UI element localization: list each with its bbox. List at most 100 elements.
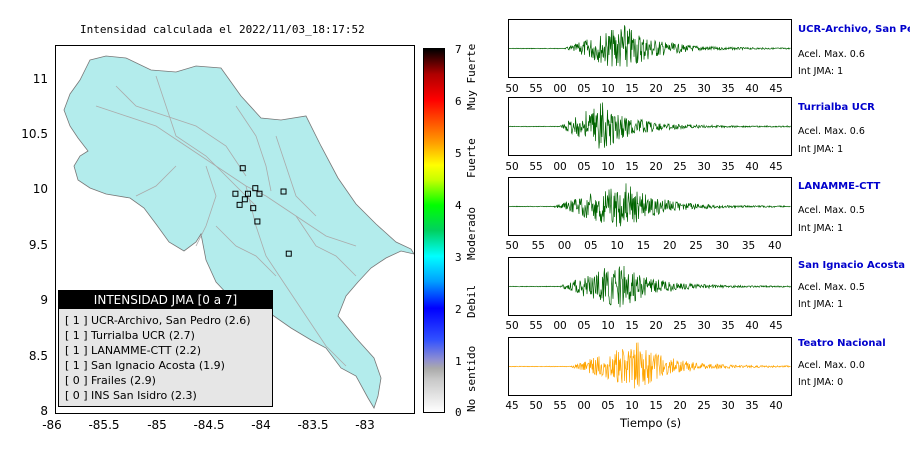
- station-acceleration: Acel. Max. 0.5: [798, 205, 865, 216]
- station-marker: [232, 190, 239, 197]
- time-tick: 55: [553, 400, 567, 412]
- time-tick: 45: [769, 320, 783, 332]
- colorbar-tick: 4: [455, 199, 462, 212]
- time-tick: 00: [557, 240, 572, 252]
- time-tick: 20: [649, 320, 663, 332]
- x-tick: -85.5: [88, 418, 120, 432]
- station-name: San Ignacio Acosta: [798, 260, 906, 271]
- time-tick: 50: [505, 161, 519, 173]
- legend-item: [ 0 ] INS San Isidro (2.3): [65, 388, 272, 403]
- station-acceleration: Acel. Max. 0.6: [798, 126, 865, 137]
- colorbar-tick: 7: [455, 43, 462, 56]
- legend-item: [ 0 ] Frailes (2.9): [65, 373, 272, 388]
- time-tick: 20: [673, 400, 687, 412]
- station-marker: [252, 185, 259, 192]
- intensity-colorbar: [423, 48, 445, 413]
- time-tick: 30: [697, 320, 711, 332]
- station-name: UCR-Archivo, San Pedro: [798, 24, 910, 35]
- station-name: LANAMME-CTT: [798, 181, 881, 192]
- station-intensity: Int JMA: 1: [798, 299, 844, 310]
- time-tick: 25: [673, 161, 687, 173]
- trace-time-ticks: 45 50 55 00 05 10 15 20 25 30 35 40: [505, 400, 795, 414]
- time-tick: 35: [721, 161, 735, 173]
- y-tick: 9.5: [28, 238, 48, 252]
- time-tick: 10: [601, 83, 615, 95]
- time-tick: 05: [577, 83, 591, 95]
- station-intensity: Int JMA: 1: [798, 144, 844, 155]
- y-tick: 9: [40, 293, 48, 307]
- legend-label: INS San Isidro (2.3): [91, 389, 197, 402]
- seismogram-trace: [508, 177, 792, 236]
- station-intensity: Int JMA: 1: [798, 66, 844, 77]
- time-tick: 15: [649, 400, 663, 412]
- time-tick: 15: [636, 240, 651, 252]
- legend-label: Turrialba UCR (2.7): [91, 329, 195, 342]
- time-tick: 30: [697, 83, 711, 95]
- time-tick: 45: [769, 83, 783, 95]
- intensity-legend: INTENSIDAD JMA [0 a 7] [ 1 ] UCR-Archivo,…: [58, 290, 273, 407]
- time-tick: 25: [673, 320, 687, 332]
- colorbar-tick: 2: [455, 303, 462, 316]
- legend-list: [ 1 ] UCR-Archivo, San Pedro (2.6) [ 1 ] T…: [59, 313, 272, 403]
- time-tick: 20: [649, 83, 663, 95]
- legend-item: [ 1 ] Turrialba UCR (2.7): [65, 328, 272, 343]
- station-marker: [256, 190, 263, 197]
- y-tick: 8: [40, 404, 48, 418]
- costa-rica-land: [63, 55, 414, 409]
- time-tick: 50: [505, 240, 519, 252]
- time-tick: 00: [553, 320, 567, 332]
- station-marker: [239, 165, 246, 172]
- colorbar-tick: 6: [455, 95, 462, 108]
- station-marker: [285, 250, 292, 257]
- time-tick: 05: [577, 161, 591, 173]
- seismogram-trace: [508, 97, 792, 156]
- station-marker: [236, 201, 243, 208]
- time-tick: 55: [529, 83, 543, 95]
- waveform-line: [508, 265, 791, 308]
- colorbar-tick: 0: [455, 406, 462, 419]
- time-tick: 30: [721, 400, 735, 412]
- colorbar-label: Fuerte: [465, 138, 478, 178]
- time-tick: 25: [689, 240, 703, 252]
- time-tick: 40: [768, 240, 782, 252]
- time-tick: 35: [741, 240, 756, 252]
- legend-level: [ 0 ]: [65, 374, 88, 387]
- colorbar-tick: 1: [455, 355, 462, 368]
- seismogram-trace: [508, 337, 792, 396]
- time-tick: 05: [601, 400, 615, 412]
- station-intensity: Int JMA: 0: [798, 377, 844, 388]
- x-tick: -84: [251, 418, 271, 432]
- time-tick: 40: [745, 320, 759, 332]
- station-marker: [254, 218, 261, 225]
- time-tick: 55: [529, 161, 543, 173]
- time-tick: 50: [505, 320, 519, 332]
- x-tick: -86: [42, 418, 62, 432]
- station-acceleration: Acel. Max. 0.0: [798, 360, 865, 371]
- legend-label: LANAMME-CTT (2.2): [91, 344, 202, 357]
- time-tick: 35: [721, 320, 735, 332]
- waveform: [508, 342, 791, 389]
- legend-level: [ 1 ]: [65, 344, 88, 357]
- colorbar-label: Moderado: [465, 207, 478, 260]
- colorbar-tick: 5: [455, 147, 462, 160]
- legend-label: Frailes (2.9): [91, 374, 156, 387]
- waveform: [508, 102, 791, 149]
- time-tick: 20: [663, 240, 677, 252]
- trace-time-ticks: 50 55 00 05 10 15 20 25 30 35 40 45: [505, 161, 795, 175]
- time-tick: 15: [625, 161, 639, 173]
- legend-title: INTENSIDAD JMA [0 a 7]: [59, 291, 272, 309]
- time-tick: 35: [745, 400, 759, 412]
- station-marker: [250, 205, 257, 212]
- time-tick: 05: [584, 240, 598, 252]
- colorbar-tick: 3: [455, 251, 462, 264]
- legend-label: UCR-Archivo, San Pedro (2.6): [91, 314, 251, 327]
- station-marker: [280, 188, 287, 195]
- legend-level: [ 1 ]: [65, 329, 88, 342]
- time-tick: 50: [505, 83, 519, 95]
- x-tick: -85: [147, 418, 167, 432]
- time-tick: 50: [529, 400, 543, 412]
- station-name: Turrialba UCR: [798, 102, 875, 113]
- waveform-line: [509, 25, 791, 67]
- y-tick: 10: [32, 182, 48, 196]
- trace-time-ticks: 50 55 00 05 10 15 20 25 30 35 40 45: [505, 83, 795, 97]
